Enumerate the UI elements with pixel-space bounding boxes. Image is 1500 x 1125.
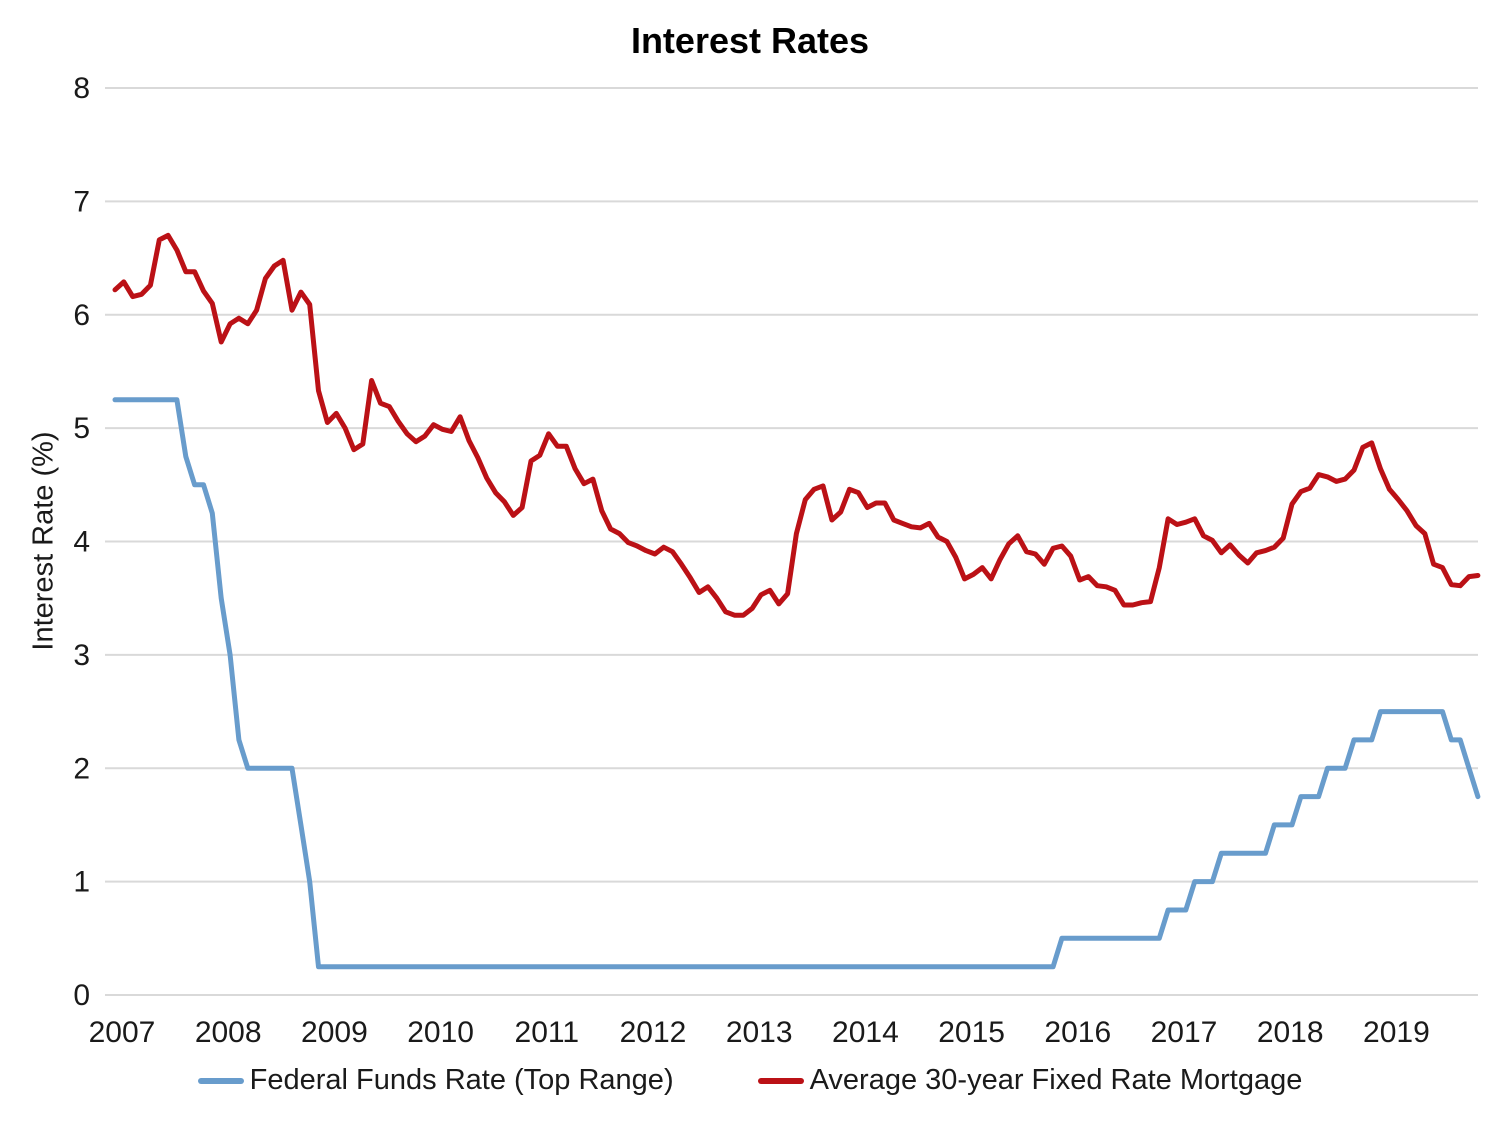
y-axis-tick-label: 8 <box>73 72 90 105</box>
y-axis-tick-label: 6 <box>73 299 90 332</box>
x-axis-tick-label: 2016 <box>1044 1016 1111 1049</box>
legend-item-federal-funds-rate: Federal Funds Rate (Top Range) <box>197 1064 674 1097</box>
y-axis-tick-label: 4 <box>73 526 90 559</box>
series-line-1 <box>112 232 1481 618</box>
x-axis-tick-label: 2012 <box>620 1016 687 1049</box>
x-axis-tick-label: 2010 <box>407 1016 474 1049</box>
series-lines-group <box>112 232 1481 970</box>
x-axis-tick-label: 2015 <box>938 1016 1005 1049</box>
x-axis-tick-label: 2009 <box>301 1016 368 1049</box>
x-axis-tick-label: 2013 <box>726 1016 793 1049</box>
gridlines-group <box>105 87 1478 996</box>
y-axis-tick-labels-group: 0 1 2 3 4 5 6 7 8 <box>73 72 90 1012</box>
series-line-0 <box>112 397 1481 970</box>
x-axis-tick-label: 2017 <box>1151 1016 1218 1049</box>
y-axis-tick-label: 3 <box>73 639 90 672</box>
y-axis-tick-label: 1 <box>73 866 90 899</box>
y-axis-tick-label: 5 <box>73 412 90 445</box>
y-axis-tick-label: 7 <box>73 185 90 218</box>
x-axis-tick-label: 2014 <box>832 1016 899 1049</box>
legend-line-marker-red <box>757 1077 804 1084</box>
x-axis-tick-label: 2007 <box>89 1016 156 1049</box>
x-axis-tick-label: 2011 <box>515 1016 580 1049</box>
x-axis-tick-labels-group: 2007 2008 2009 2010 2011 2012 2013 2014 2015 2016… <box>89 1016 1430 1049</box>
legend-line-marker-blue <box>197 1077 244 1084</box>
x-axis-tick-label: 2018 <box>1257 1016 1324 1049</box>
chart-title: Interest Rates <box>630 20 870 61</box>
x-axis-tick-label: 2008 <box>195 1016 262 1049</box>
legend-label-mortgage-rate: Average 30-year Fixed Rate Mortgage <box>809 1064 1303 1096</box>
y-axis-tick-label: 0 <box>73 979 90 1012</box>
legend-item-mortgage-rate: Average 30-year Fixed Rate Mortgage <box>757 1064 1303 1097</box>
x-axis-tick-label: 2019 <box>1363 1016 1430 1049</box>
chart-legend: Federal Funds Rate (Top Range) Average 3… <box>0 1064 1500 1097</box>
y-axis-tick-label: 2 <box>73 752 90 785</box>
legend-label-federal-funds-rate: Federal Funds Rate (Top Range) <box>249 1064 674 1096</box>
